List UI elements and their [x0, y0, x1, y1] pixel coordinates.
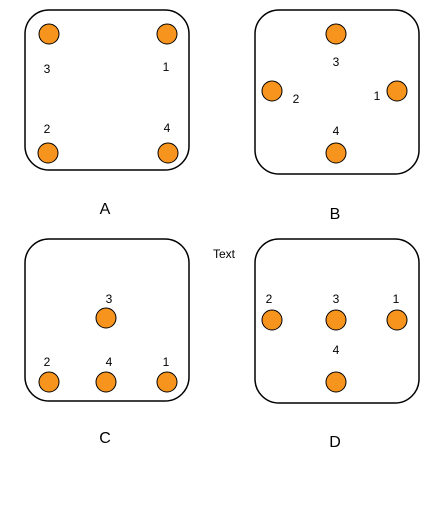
panel-b-label-3: 3 [333, 55, 340, 69]
panel-a-label-2: 2 [44, 122, 51, 136]
panel-a-frame [24, 9, 190, 171]
panel-a-caption: A [100, 201, 111, 218]
panel-d-dot-4 [325, 371, 347, 393]
panel-d-dot-3 [325, 309, 347, 331]
panel-c: 3 2 4 1 C [24, 238, 190, 447]
panel-b-label-2: 2 [293, 92, 300, 106]
panel-c-label-2: 2 [44, 355, 51, 369]
panel-a-label-3: 3 [44, 62, 51, 76]
panel-b-dot-1 [386, 80, 408, 102]
panel-c-label-4: 4 [106, 355, 113, 369]
panel-b-frame [254, 9, 420, 175]
panel-d-label-3: 3 [333, 292, 340, 306]
panel-d-label-4: 4 [333, 343, 340, 357]
panel-a-dot-1 [156, 23, 178, 45]
panel-c-caption: C [99, 430, 111, 447]
panel-a-label-1: 1 [163, 60, 170, 74]
panel-d-label-2: 2 [266, 292, 273, 306]
panel-c-dot-2 [38, 371, 60, 393]
panel-a-label-4: 4 [164, 121, 171, 135]
panel-b-dot-2 [261, 80, 283, 102]
panel-b-dot-4 [325, 142, 347, 164]
panel-c-label-1: 1 [163, 355, 170, 369]
panel-b-caption: B [330, 206, 341, 223]
panel-a-dot-3 [38, 23, 60, 45]
panel-b-label-4: 4 [333, 124, 340, 138]
panel-c-dot-3 [95, 307, 117, 329]
panel-d-dot-1 [386, 309, 408, 331]
panel-c-dot-1 [156, 371, 178, 393]
free-text-label: Text [213, 247, 236, 261]
panel-d-dot-2 [261, 309, 283, 331]
panel-a: 3 1 2 4 A [24, 9, 190, 218]
panel-d-label-1: 1 [393, 292, 400, 306]
panel-d-caption: D [329, 434, 341, 451]
panel-b: 3 2 1 4 B [254, 9, 420, 223]
panel-c-dot-4 [95, 371, 117, 393]
panel-b-label-1: 1 [374, 89, 381, 103]
panel-a-dot-2 [37, 142, 59, 164]
panel-c-label-3: 3 [106, 292, 113, 306]
panel-a-dot-4 [157, 142, 179, 164]
panel-b-dot-3 [325, 23, 347, 45]
panel-d: 2 3 1 4 D [254, 238, 420, 451]
